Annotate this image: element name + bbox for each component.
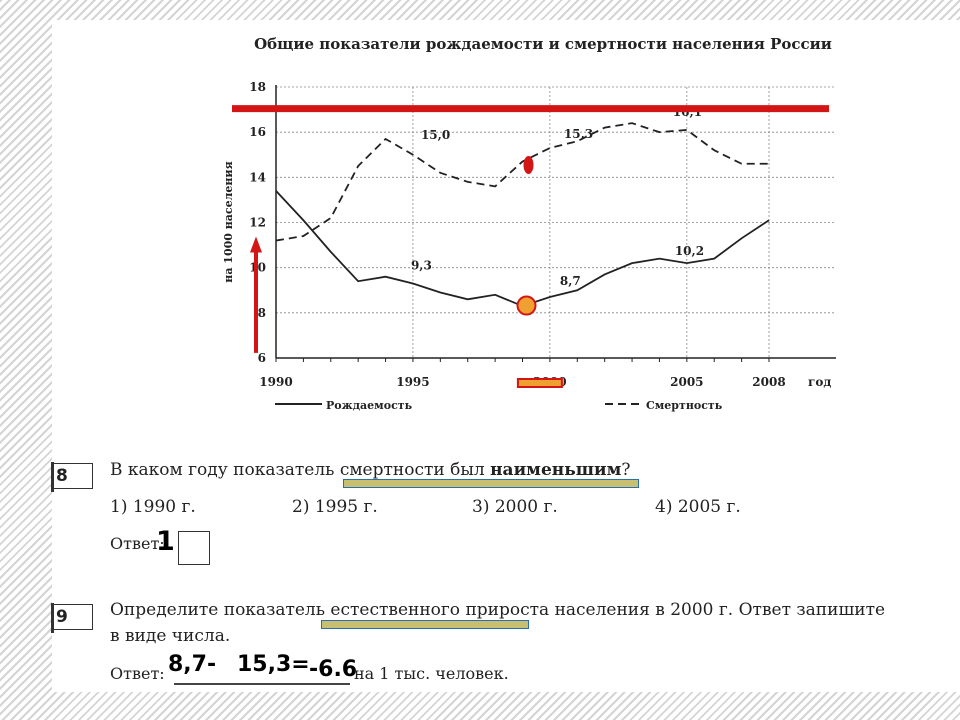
- y-tick-label: 8: [258, 306, 266, 320]
- question-8-number: 8: [51, 462, 93, 492]
- q8-handwritten-answer: 1: [156, 526, 175, 557]
- question-9-number: 9: [51, 603, 93, 633]
- data-label: 8,7: [560, 274, 581, 288]
- q8-option-4: 4) 2005 г.: [655, 497, 741, 517]
- data-label: 15,0: [421, 128, 450, 142]
- q8-option-2: 2) 1995 г.: [292, 497, 378, 517]
- data-label: 10,2: [675, 244, 704, 258]
- q8-option-3: 3) 2000 г.: [472, 497, 558, 517]
- y-axis-label: на 1000 населения: [222, 161, 235, 282]
- x-tick-label: 1995: [396, 375, 429, 389]
- q9-answer-label: Ответ:: [110, 664, 165, 683]
- x-tick-label: 1990: [259, 375, 292, 389]
- q9-handwritten-part-2: 15,3=: [237, 652, 310, 677]
- q8-answer-label: Ответ:: [110, 534, 165, 553]
- teacher-markup: [232, 105, 829, 388]
- y-tick-label: 18: [249, 80, 266, 94]
- chart-series: [275, 122, 770, 308]
- chart-grid: [275, 86, 836, 359]
- q8-option-1: 1) 1990 г.: [110, 497, 196, 517]
- legend-label-death: Смертность: [646, 399, 723, 412]
- red-arrow-head: [250, 236, 262, 253]
- q9-answer-line: [174, 683, 350, 685]
- orange-dot-marker: [516, 295, 537, 316]
- highlight-mortality: [343, 479, 639, 488]
- x-tick-label: 2005: [670, 375, 703, 389]
- q9-handwritten-part-3: -6.6: [309, 657, 358, 682]
- q9-answer-suffix: на 1 тыс. человек.: [354, 664, 509, 683]
- highlight-natural-growth: [321, 620, 529, 629]
- y-tick-label: 14: [249, 170, 266, 184]
- x-tick-label: 2008: [752, 375, 785, 389]
- question-8-text: В каком году показатель смертности был н…: [110, 460, 631, 480]
- q9-handwritten-part-1: 8,7-: [168, 652, 217, 677]
- chart-axes: 68101214161819901995200020052008: [249, 80, 836, 389]
- red-dot-marker: [523, 155, 534, 174]
- data-label: 15,3: [564, 127, 593, 141]
- question-9-line-1: Определите показатель естественного прир…: [110, 600, 886, 620]
- death-rate-line: [275, 122, 769, 242]
- birth-death-chart: Общие показатели рождаемости и смертност…: [222, 35, 836, 412]
- question-9-line-2: в виде числа.: [110, 626, 231, 646]
- q8-answer-box[interactable]: [178, 531, 210, 565]
- legend-label-birth: Рождаемость: [326, 399, 413, 412]
- chart-legend: Рождаемость Смертность: [275, 399, 723, 412]
- y-tick-label: 12: [249, 216, 266, 230]
- x-axis-label: год: [808, 375, 831, 389]
- y-tick-label: 6: [258, 351, 266, 365]
- data-label: 9,3: [411, 258, 432, 272]
- y-tick-label: 16: [249, 125, 266, 139]
- orange-year-highlight: [516, 378, 563, 388]
- chart-title: Общие показатели рождаемости и смертност…: [254, 35, 832, 53]
